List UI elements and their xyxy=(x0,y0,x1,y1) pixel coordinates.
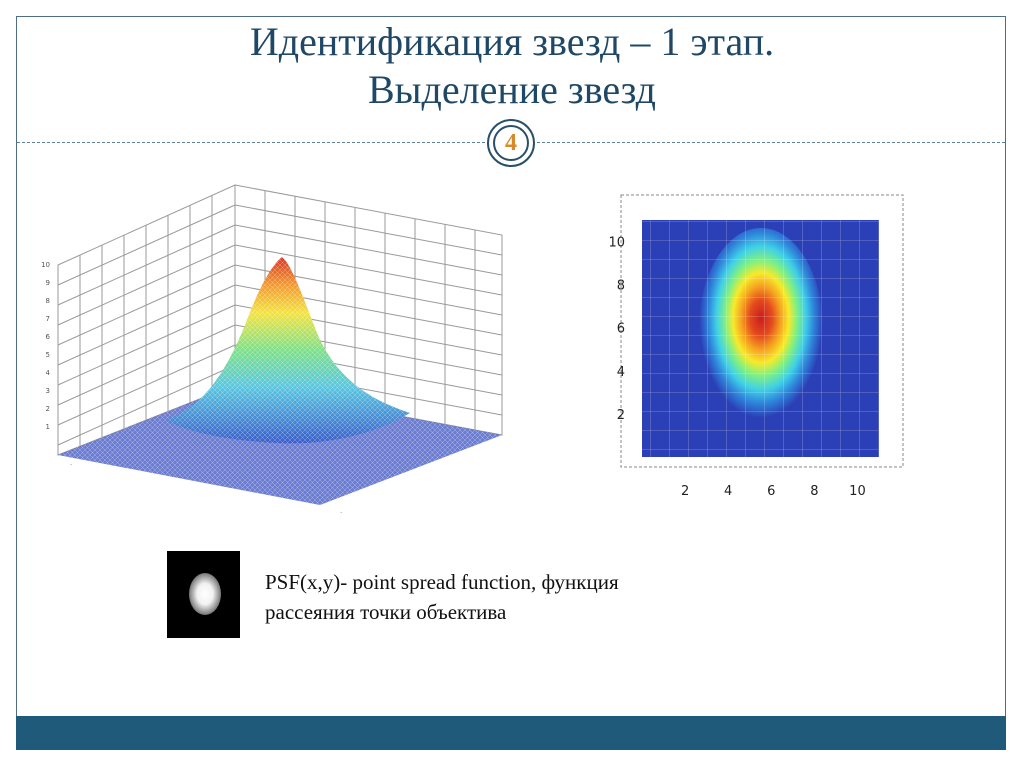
x-tick-labels: 2 4 6 8 10 xyxy=(681,484,866,499)
surface-z-tick-1: 1 xyxy=(46,423,50,431)
heatmap-x-tick-6: 6 xyxy=(767,484,775,499)
footer-bar xyxy=(16,716,1006,750)
surface-z-tick-8: 8 xyxy=(46,297,50,305)
psf-surface-plot: 1 2 3 4 5 6 7 8 9 10 · · xyxy=(41,184,503,517)
surface-z-tick-4: 4 xyxy=(46,369,51,377)
heatmap-x-tick-4: 4 xyxy=(724,484,732,499)
surface-z-tick-3: 3 xyxy=(46,387,50,395)
caption-line-2: рассеяния точки объектива xyxy=(265,600,507,624)
z-tick-labels: 1 2 3 4 5 6 7 8 9 10 xyxy=(41,261,50,431)
surface-peak xyxy=(165,257,410,444)
star-thumbnail xyxy=(167,551,240,638)
caption-line-1: PSF(x,y)- point spread function, функция xyxy=(265,570,619,594)
heatmap-x-tick-10: 10 xyxy=(849,484,866,499)
heatmap-x-tick-2: 2 xyxy=(681,484,689,499)
slide-title: Идентификация звезд – 1 этап. Выделение … xyxy=(16,18,1008,114)
title-line-1: Идентификация звезд – 1 этап. xyxy=(249,19,775,64)
heatmap-y-tick-4: 4 xyxy=(617,365,625,380)
page-number-badge: 4 xyxy=(487,119,535,167)
page-number: 4 xyxy=(493,125,529,161)
heatmap-y-tick-2: 2 xyxy=(617,408,625,423)
heatmap-x-tick-8: 8 xyxy=(810,484,818,499)
surface-z-tick-2: 2 xyxy=(46,405,50,413)
surface-z-tick-10: 10 xyxy=(41,261,50,269)
surface-z-tick-5: 5 xyxy=(46,351,50,359)
surface-z-tick-7: 7 xyxy=(46,315,50,323)
heatmap-grid xyxy=(642,220,879,457)
heatmap-y-tick-6: 6 xyxy=(617,322,625,337)
psf-caption: PSF(x,y)- point spread function, функция… xyxy=(265,567,785,627)
star-blob-icon xyxy=(189,573,221,615)
title-line-2: Выделение звезд xyxy=(367,67,657,112)
heatmap-y-tick-10: 10 xyxy=(608,236,625,251)
heatmap-y-tick-8: 8 xyxy=(617,279,625,294)
bottom-tick-a: · xyxy=(70,461,72,469)
psf-heatmap: 2 4 6 8 10 2 4 6 8 10 xyxy=(593,183,910,513)
y-tick-labels: 2 4 6 8 10 xyxy=(608,236,625,423)
bottom-tick-labels: · · xyxy=(70,461,342,517)
surface-z-tick-9: 9 xyxy=(46,279,50,287)
bottom-tick-b: · xyxy=(340,509,342,517)
surface-z-tick-6: 6 xyxy=(46,333,51,341)
